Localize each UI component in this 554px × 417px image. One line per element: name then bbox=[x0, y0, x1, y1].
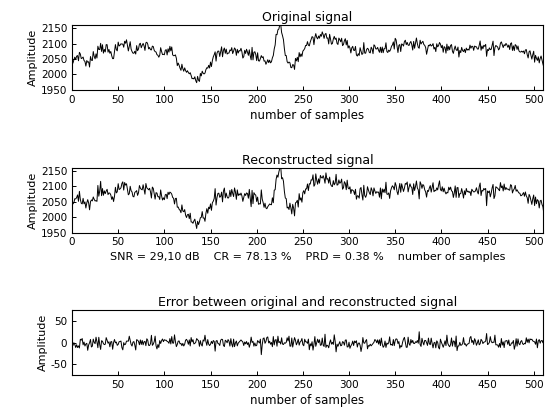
Title: Reconstructed signal: Reconstructed signal bbox=[242, 153, 373, 166]
Title: Original signal: Original signal bbox=[263, 11, 352, 24]
X-axis label: number of samples: number of samples bbox=[250, 109, 365, 122]
Y-axis label: Amplitude: Amplitude bbox=[28, 171, 38, 229]
X-axis label: number of samples: number of samples bbox=[250, 394, 365, 407]
X-axis label: SNR = 29,10 dB    CR = 78.13 %    PRD = 0.38 %    number of samples: SNR = 29,10 dB CR = 78.13 % PRD = 0.38 %… bbox=[110, 251, 505, 261]
Y-axis label: Amplitude: Amplitude bbox=[28, 29, 38, 86]
Y-axis label: Amplitude: Amplitude bbox=[38, 314, 48, 372]
Title: Error between original and reconstructed signal: Error between original and reconstructed… bbox=[158, 296, 457, 309]
